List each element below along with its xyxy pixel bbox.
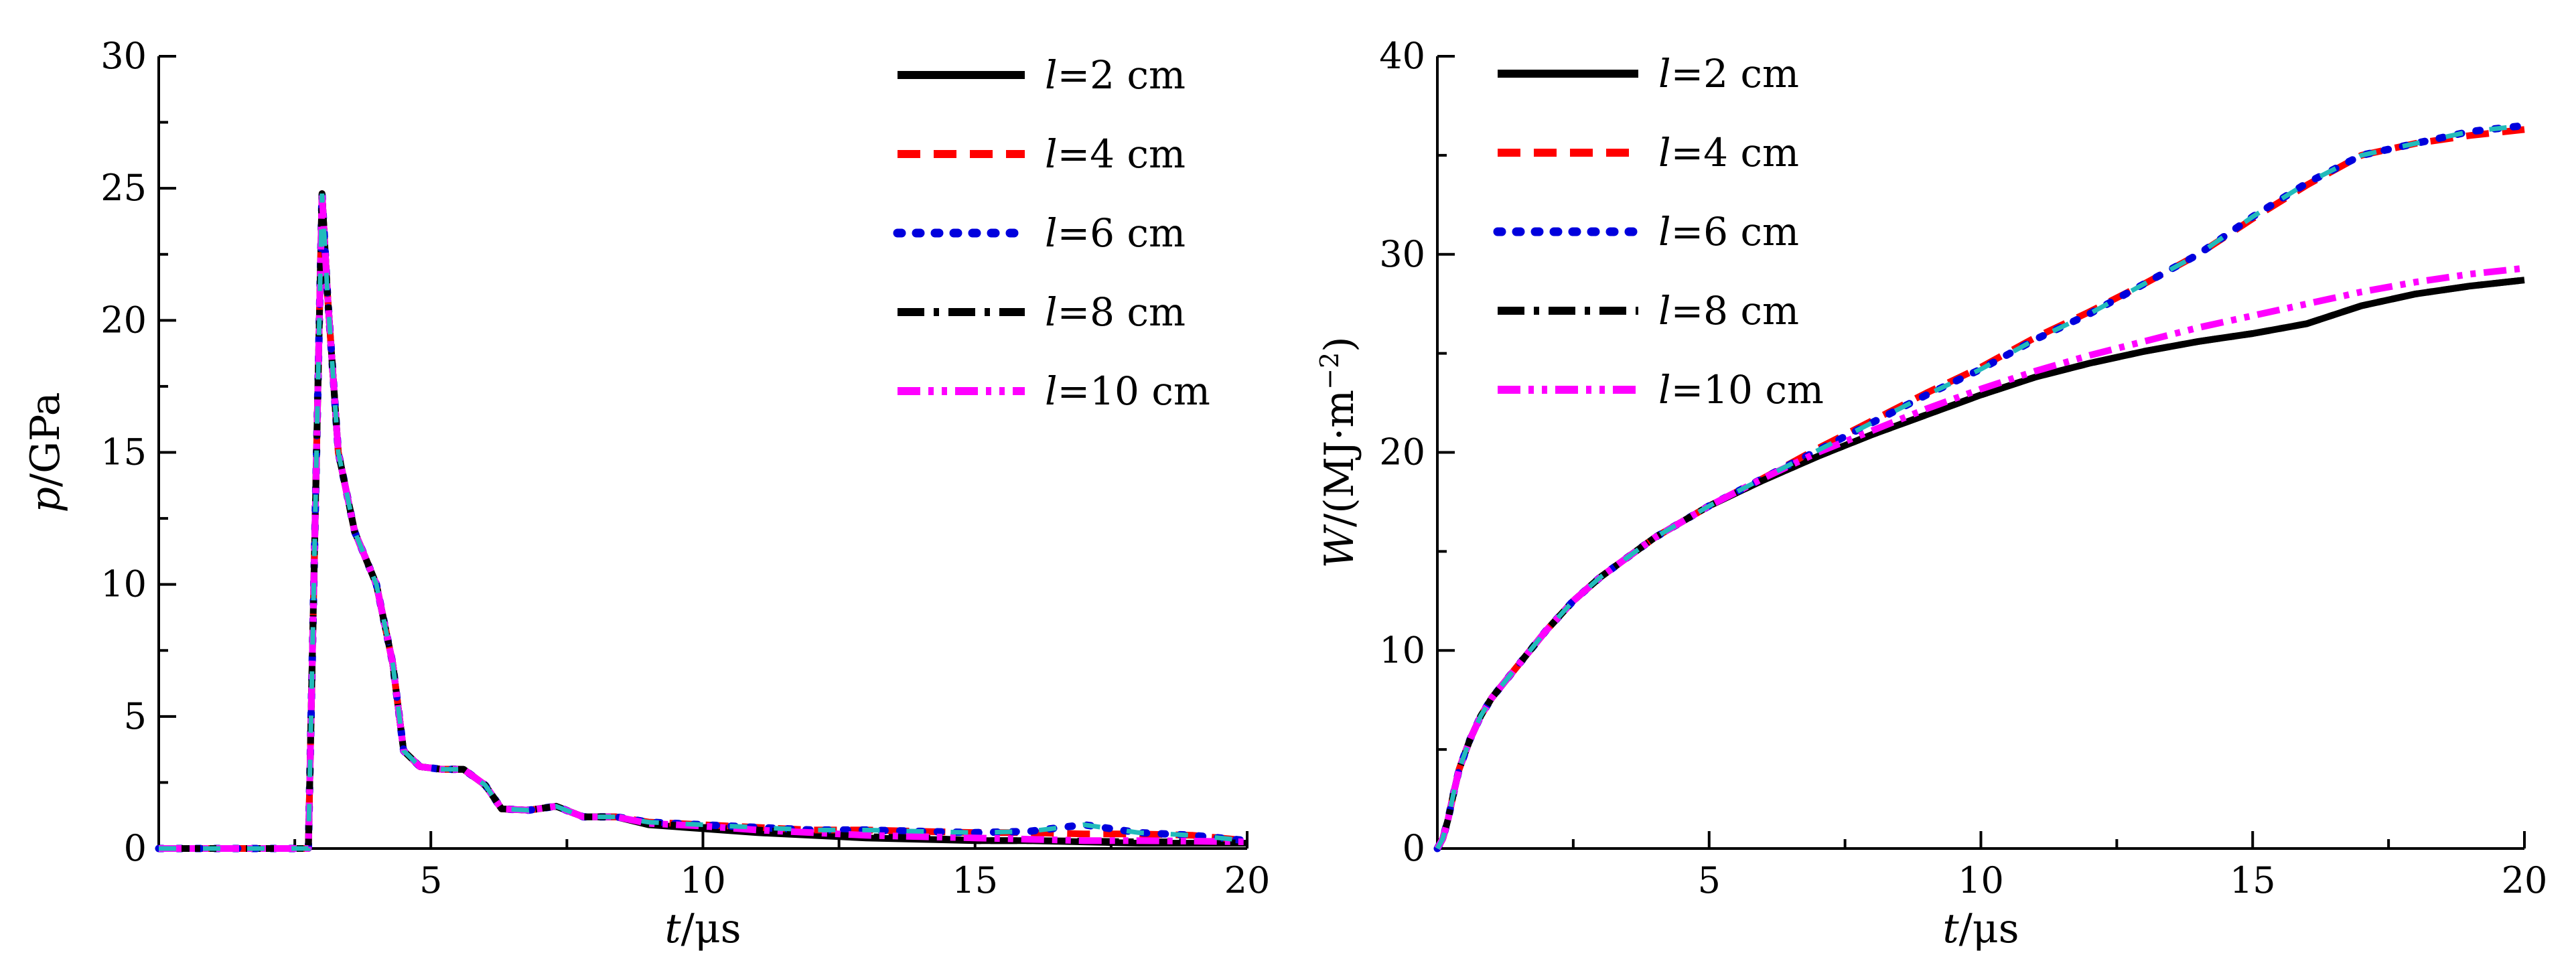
x-tick-label: 15 [2230, 859, 2276, 901]
legend-label-1: l=2 cm [1045, 52, 1186, 98]
x-tick-label: 5 [419, 859, 442, 901]
x-axis-label: t/μs [664, 905, 741, 952]
legend-label-2: l=4 cm [1658, 130, 1799, 175]
y-tick-label: 5 [124, 695, 147, 737]
y-axis-label: W/(MJ·m−2) [1315, 336, 1363, 568]
overlap-highlight-line [1435, 123, 2525, 850]
legend-label-1: l=2 cm [1658, 51, 1799, 96]
y-axis-label: p/GPa [22, 392, 69, 512]
y-tick-label: 40 [1379, 35, 1425, 77]
x-axis-label: t/μs [1942, 905, 2019, 952]
x-tick-label: 10 [1958, 859, 2004, 901]
y-tick-label: 20 [100, 299, 147, 341]
legend-label-4: l=8 cm [1045, 289, 1186, 335]
y-tick-label: 10 [1379, 629, 1425, 671]
y-tick-label: 10 [100, 563, 147, 605]
x-tick-label: 20 [1224, 859, 1271, 901]
y-tick-label: 20 [1379, 431, 1425, 473]
pressure-chart: 0 5 10 15 20 25 30 5 10 15 20 t/μs p/GPa l=2 cm l=4 cm… [22, 35, 1270, 952]
series-line-4 [1434, 277, 2525, 851]
series-line-3 [1433, 122, 2528, 853]
y-tick-label: 0 [1403, 827, 1425, 869]
y-tick-label: 30 [100, 35, 147, 77]
legend-label-2: l=4 cm [1045, 131, 1186, 177]
legend-label-3: l=6 cm [1045, 210, 1186, 256]
legend-label-4: l=8 cm [1658, 288, 1799, 334]
x-tick-label: 10 [680, 859, 726, 901]
series-line-2 [1434, 126, 2525, 851]
y-tick-label: 25 [100, 167, 147, 209]
overlap-highlight-line [159, 193, 1248, 851]
legend-label-5: l=10 cm [1658, 367, 1824, 413]
y-tick-label: 30 [1379, 233, 1425, 275]
energy-density-chart: 0 10 20 30 40 5 10 15 20 t/μs W/(MJ·m−2) l=2 cm l=4 … [1315, 35, 2547, 952]
legend-label-3: l=6 cm [1658, 209, 1799, 254]
legend-label-5: l=10 cm [1045, 368, 1210, 414]
series-line-5 [1434, 265, 2525, 851]
y-tick-label: 0 [124, 827, 147, 869]
x-tick-label: 15 [952, 859, 998, 901]
y-tick-label: 15 [100, 431, 147, 473]
x-tick-label: 20 [2502, 859, 2548, 901]
x-tick-label: 5 [1698, 859, 1721, 901]
